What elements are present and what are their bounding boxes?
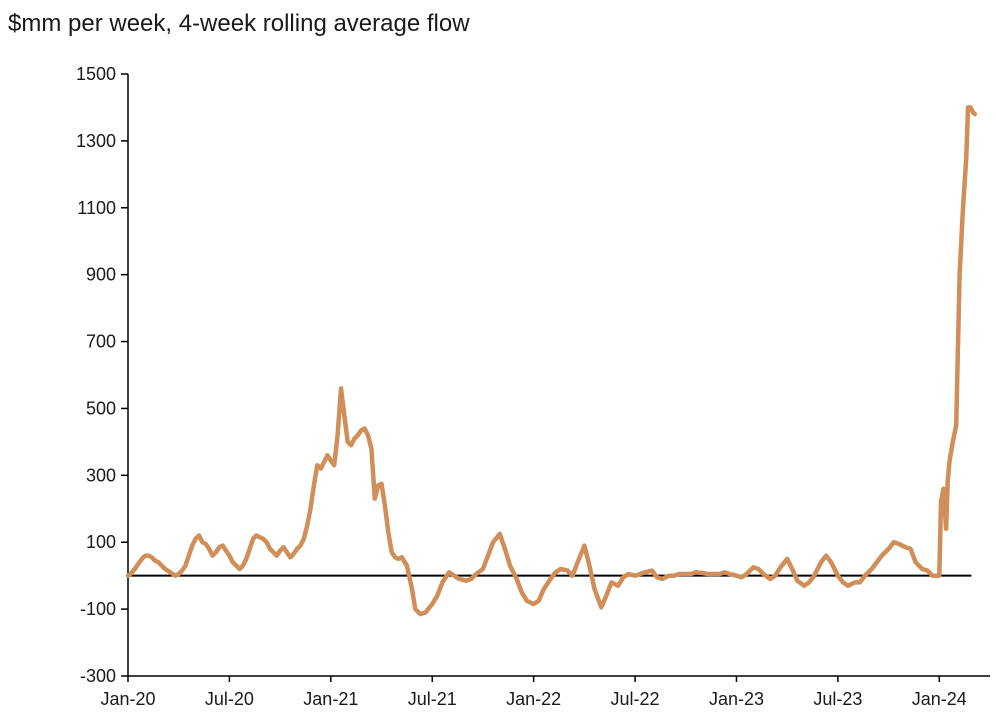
x-tick-label: Jul-22 (611, 689, 660, 709)
y-axis: -300 -100 100 300 500 700 900 1100 1300 1500 (76, 64, 129, 686)
y-tick-label: -100 (80, 599, 116, 619)
y-tick-label: 900 (86, 265, 116, 285)
y-tick-label: 100 (86, 532, 116, 552)
x-tick-label: Jan-21 (303, 689, 358, 709)
y-tick-label: 300 (86, 465, 116, 485)
y-tick-label: 1300 (76, 131, 116, 151)
chart-title: $mm per week, 4-week rolling average flo… (8, 10, 470, 37)
x-tick-label: Jul-21 (408, 689, 457, 709)
y-tick-label: 1500 (76, 64, 116, 84)
x-axis: Jan-20 Jul-20 Jan-21 Jul-21 Jan-22 Jul-22 Jan-… (100, 675, 990, 709)
x-tick-label: Jan-20 (100, 689, 155, 709)
x-tick-label: Jan-22 (506, 689, 561, 709)
series-line-0 (125, 105, 978, 617)
series-group (125, 105, 978, 617)
y-tick-label: 1100 (77, 198, 116, 218)
y-tick-label: 700 (86, 332, 116, 352)
x-tick-label: Jan-24 (912, 689, 967, 709)
y-tick-label: -300 (80, 666, 116, 686)
x-tick-label: Jul-20 (205, 689, 254, 709)
y-tick-label: 500 (86, 398, 116, 418)
x-tick-label: Jan-23 (709, 689, 764, 709)
x-tick-label: Jul-23 (813, 689, 862, 709)
